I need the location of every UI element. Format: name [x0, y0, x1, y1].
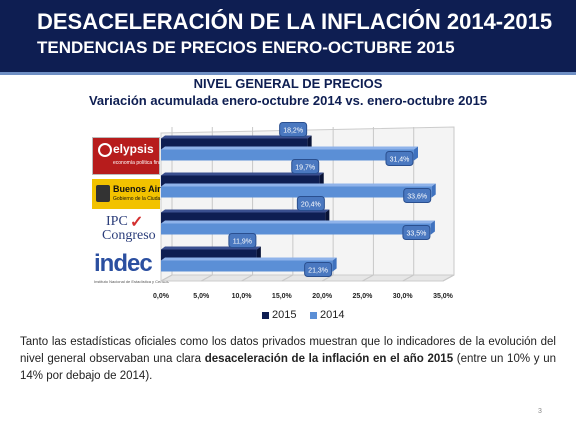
data-label: 33,5%: [406, 231, 426, 238]
body-text-1: Tanto las estadísticas oficiales como lo…: [20, 336, 556, 365]
indec-logo-sub: Instituto Nacional de Estadística y Cens…: [94, 279, 169, 284]
legend-item-2014: 2014: [310, 309, 344, 321]
legend-swatch-2014: [310, 311, 317, 319]
bar-top-face: [161, 135, 312, 139]
page-number: 3: [538, 408, 542, 415]
buenos-aires-logo: Buenos Aires Gobierno de la Ciudad: [92, 179, 171, 209]
indec-logo-name: indec: [94, 250, 153, 277]
buenos-aires-logo-sub: Gobierno de la Ciudad: [113, 196, 164, 202]
data-label-box: [403, 188, 432, 203]
bar: [161, 149, 414, 161]
bar-top-face: [161, 257, 337, 261]
slide-subtitle: TENDENCIAS DE PRECIOS ENERO-OCTUBRE 2015: [37, 38, 455, 57]
data-label: 21,3%: [308, 268, 328, 275]
bar: [161, 223, 431, 235]
legend-swatch-2015: [262, 311, 269, 319]
bar: [161, 249, 257, 261]
indec-logo: indec Instituto Nacional de Estadística …: [92, 250, 169, 294]
chart-subtitle: Variación acumulada enero-octubre 2014 v…: [88, 93, 488, 108]
x-tick-label: 20,0%: [312, 293, 333, 300]
data-label: 31,4%: [390, 157, 410, 164]
gridline-floor: [402, 274, 414, 282]
x-tick-label: 10,0%: [232, 293, 253, 300]
gridline-floor: [362, 274, 374, 282]
data-label: 11,9%: [233, 239, 252, 246]
gridline-floor: [160, 274, 173, 282]
slide-title: DESACELERACIÓN DE LA INFLACIÓN 2014-2015: [37, 9, 553, 34]
bar: [161, 138, 308, 150]
bar-top-face: [161, 183, 436, 187]
elypsis-logo-name: elypsis: [113, 142, 154, 156]
check-icon: ✓: [130, 214, 144, 231]
header-bar: DESACELERACIÓN DE LA INFLACIÓN 2014-2015…: [0, 0, 576, 72]
bar-top-face: [161, 209, 330, 213]
header-strip: [0, 72, 576, 75]
bar-end-face: [431, 183, 436, 198]
bar-end-face: [307, 135, 312, 150]
bar-end-face: [430, 220, 435, 235]
bar: [161, 175, 320, 187]
data-label-box: [279, 122, 308, 137]
elypsis-logo: elypsis economía política finanzas: [92, 137, 172, 175]
gridline-floor: [201, 274, 213, 282]
legend-label-2015: 2015: [272, 309, 297, 321]
bar-end-face: [325, 209, 330, 224]
x-tick-label: 30,0%: [393, 293, 414, 300]
ipc-logo-line2: Congreso: [102, 228, 156, 243]
legend-label-2014: 2014: [320, 309, 345, 321]
x-tick-label: 15,0%: [272, 293, 293, 300]
data-label-box: [304, 262, 333, 277]
bar-top-face: [161, 146, 418, 150]
bar-top-face: [161, 172, 324, 176]
body-text-2: (entre un 10% y un 14% por debajo de 201…: [20, 353, 557, 382]
gridline-floor: [241, 274, 253, 282]
bar-top-face: [161, 220, 435, 224]
bar: [161, 212, 326, 224]
data-label-box: [228, 233, 257, 248]
bar: [161, 186, 432, 198]
buenos-aires-shield-icon: [96, 185, 110, 202]
data-label: 18,2%: [283, 128, 303, 135]
x-tick-label: 25,0%: [352, 293, 373, 300]
body-paragraph: Tanto las estadísticas oficiales como lo…: [20, 334, 556, 385]
bar-end-face: [332, 257, 337, 272]
data-label-box: [291, 159, 320, 174]
bar-end-face: [256, 246, 261, 261]
buenos-aires-logo-name: Buenos Aires: [113, 184, 171, 194]
gridline-floor: [442, 274, 455, 282]
data-label-box: [402, 225, 431, 240]
x-tick-label: 35,0%: [433, 293, 454, 300]
elypsis-mark-icon: [98, 143, 112, 157]
data-label-box: [296, 196, 325, 211]
chart-title: NIVEL GENERAL DE PRECIOS: [193, 76, 383, 91]
body-text-bold: desaceleración de la inflación en el año…: [204, 353, 454, 365]
gridline-floor: [281, 274, 294, 282]
x-tick-label: 0,0%: [153, 293, 170, 300]
bar-end-face: [413, 146, 418, 161]
elypsis-logo-sub: economía política finanzas: [113, 160, 173, 166]
data-label: 20,4%: [301, 202, 321, 209]
bar: [161, 260, 333, 272]
ipc-congreso-logo: IPC ✓ Congreso: [92, 214, 160, 252]
legend-item-2015: 2015: [262, 309, 296, 321]
data-label: 19,7%: [295, 165, 315, 172]
x-tick-label: 5,0%: [193, 293, 210, 300]
data-label: 33,6%: [407, 194, 427, 201]
data-label-box: [385, 151, 414, 166]
bar-end-face: [319, 172, 324, 187]
ipc-logo-line1: IPC: [106, 214, 128, 229]
